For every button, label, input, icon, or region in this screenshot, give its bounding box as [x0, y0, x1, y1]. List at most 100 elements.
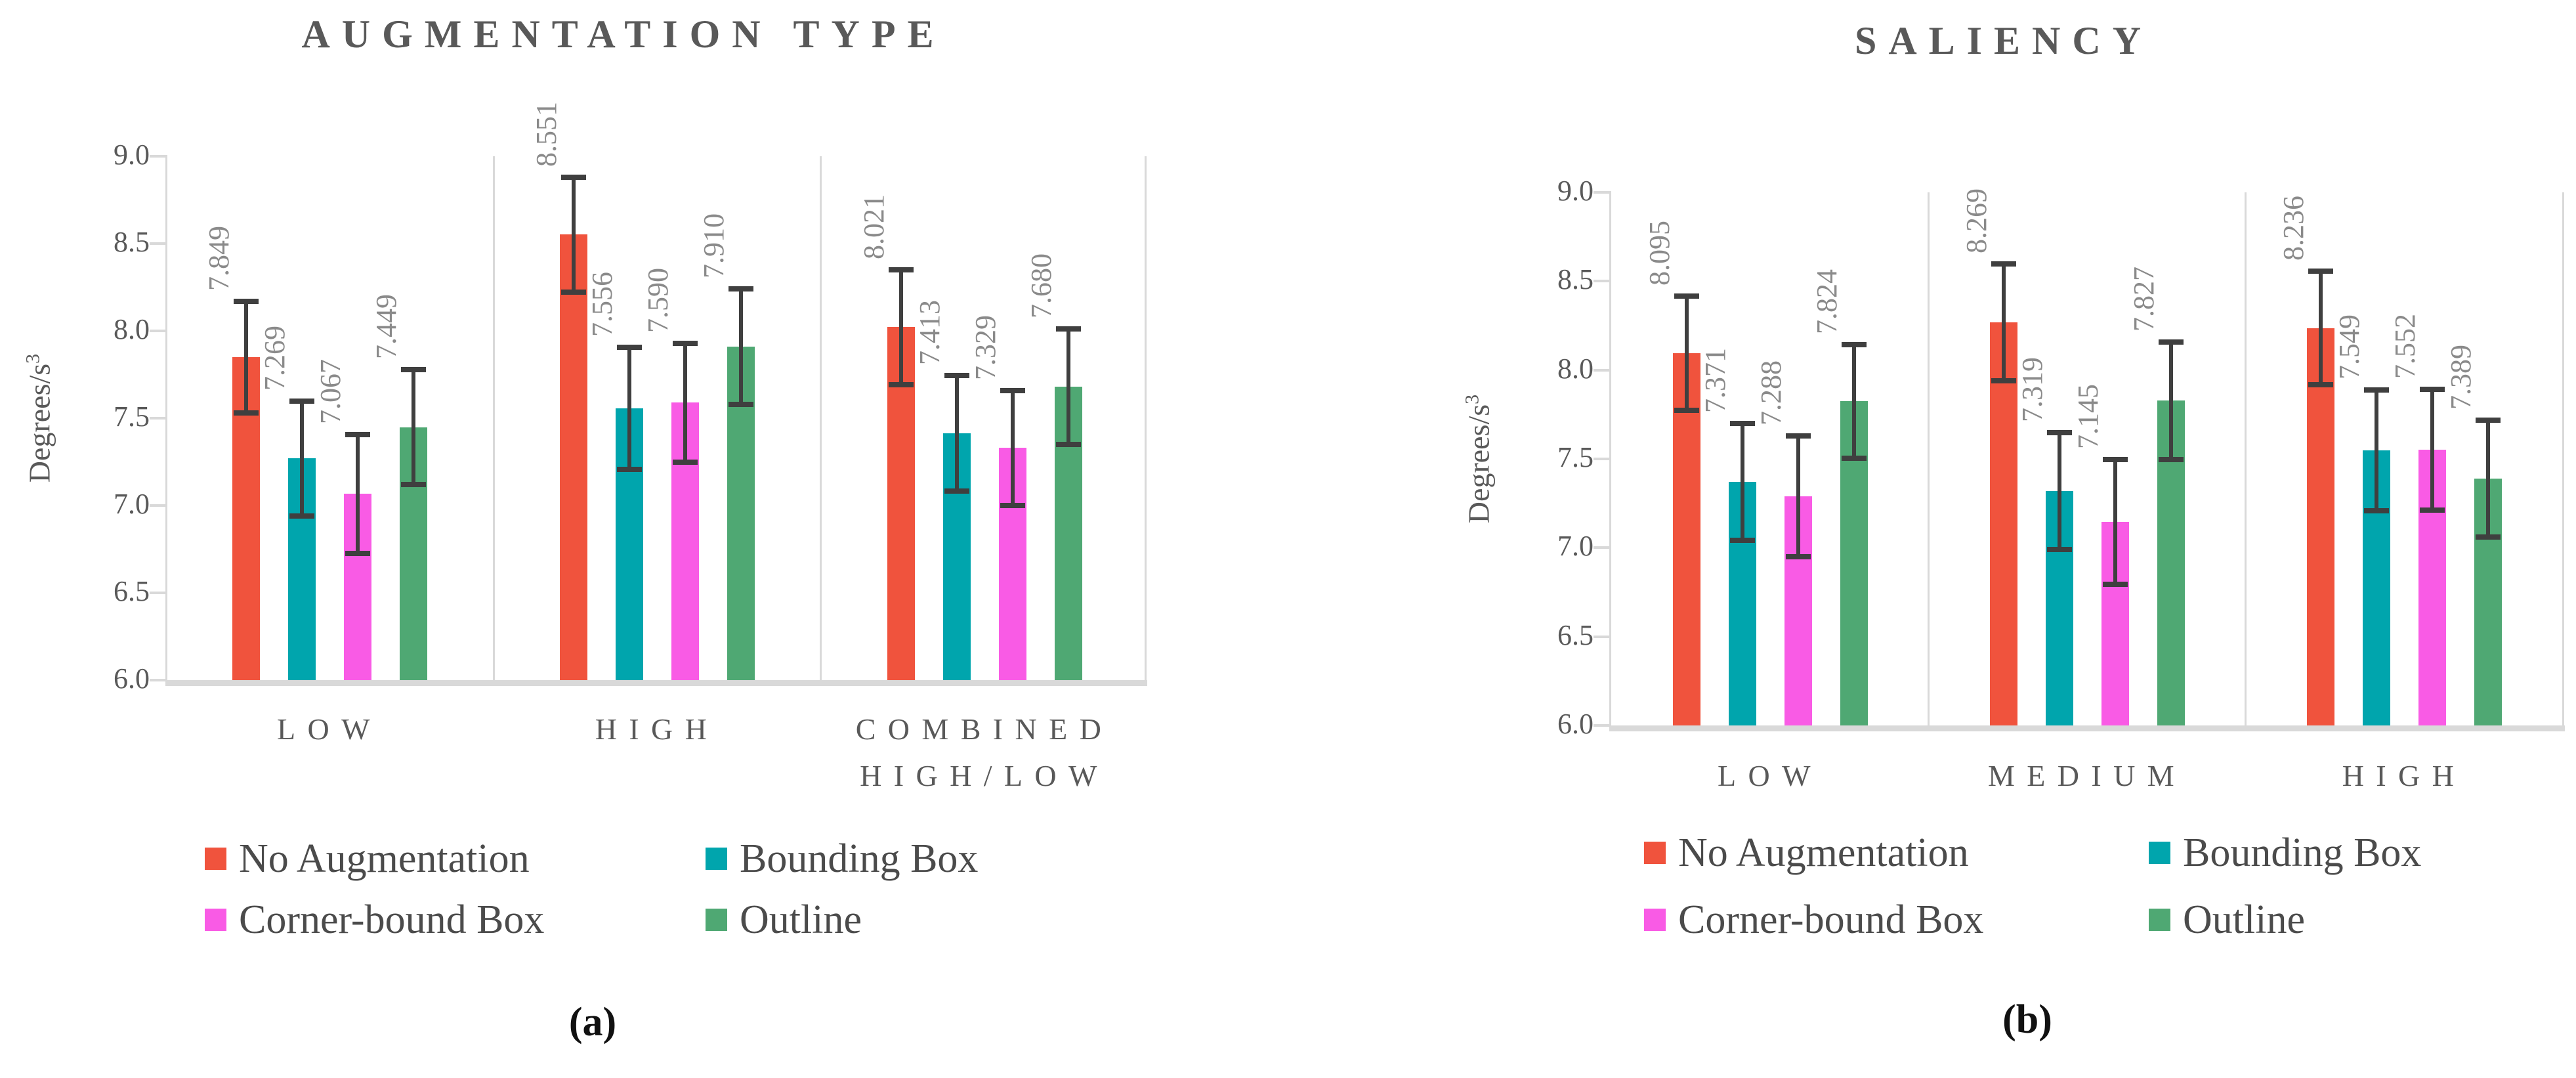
legend-swatch-b-no-augmentation: [1644, 842, 1666, 864]
x-axis-baseline-b: [1609, 725, 2565, 731]
error-bar-line-corner-bound-box-high: [2430, 389, 2434, 510]
error-bar-cap-top-outline-high: [2475, 417, 2501, 423]
error-bar-cap-bottom-no-augmentation-low: [1674, 407, 1699, 413]
y-tick-mark-b-8.5: [1594, 280, 1611, 283]
category-divider-b-2: [2245, 192, 2247, 725]
bar-no-augmentation-medium: [1989, 322, 2017, 725]
error-bar-line-no-augmentation-high: [571, 177, 576, 293]
error-bar-cap-bottom-corner-bound-box-low: [345, 550, 370, 556]
y-tick-label-a-7.5: 7.5: [114, 400, 150, 433]
y-tick-mark-a-6.5: [150, 592, 167, 594]
error-bar-line-bounding-box-combined-high-low: [954, 376, 959, 491]
y-tick-mark-a-8.5: [150, 242, 167, 245]
y-tick-mark-a-7.0: [150, 504, 167, 507]
error-bar-cap-bottom-no-augmentation-combined-high-low: [888, 382, 914, 388]
error-bar-line-corner-bound-box-low: [1796, 436, 1800, 557]
y-tick-label-b-9.0: 9.0: [1557, 175, 1594, 207]
error-bar-line-bounding-box-high: [627, 347, 631, 470]
y-tick-mark-a-6.0: [150, 679, 167, 681]
value-label-corner-bound-box-low: 7.067: [314, 358, 347, 424]
value-label-outline-medium: 7.827: [2127, 267, 2160, 332]
y-tick-mark-a-9.0: [150, 155, 167, 158]
value-label-no-augmentation-low: 8.095: [1643, 221, 1676, 286]
y-tick-label-a-6.0: 6.0: [114, 662, 150, 695]
category-divider-a-3: [1145, 156, 1147, 680]
legend-label-b-corner-bound-box: Corner-bound Box: [1678, 897, 1984, 942]
error-bar-line-outline-high: [738, 289, 743, 404]
y-tick-label-b-6.0: 6.0: [1557, 708, 1594, 740]
category-divider-b-1: [1928, 192, 1930, 725]
error-bar-cap-bottom-bounding-box-high: [2363, 507, 2389, 513]
error-bar-cap-top-bounding-box-medium: [2046, 429, 2072, 435]
y-tick-label-b-8.5: 8.5: [1557, 263, 1594, 296]
value-label-corner-bound-box-high: 7.552: [2388, 313, 2421, 379]
y-tick-label-b-7.0: 7.0: [1557, 530, 1594, 563]
error-bar-line-no-augmentation-low: [243, 301, 248, 414]
error-bar-cap-top-corner-bound-box-low: [345, 431, 370, 437]
y-tick-mark-b-8.0: [1594, 368, 1611, 372]
y-tick-label-a-7.0: 7.0: [114, 488, 150, 520]
error-bar-cap-bottom-corner-bound-box-high: [2419, 507, 2445, 513]
error-bar-cap-bottom-bounding-box-high: [616, 467, 642, 473]
caption-a: (a): [568, 1000, 617, 1045]
y-tick-label-a-6.5: 6.5: [114, 575, 150, 607]
y-tick-mark-b-6.5: [1594, 635, 1611, 638]
caption-b: (b): [2002, 997, 2052, 1042]
value-label-bounding-box-low: 7.371: [1699, 347, 1731, 413]
value-label-bounding-box-low: 7.269: [258, 325, 291, 391]
error-bar-line-bounding-box-high: [2374, 389, 2378, 511]
bar-no-augmentation-low: [1672, 353, 1700, 725]
y-tick-label-b-8.0: 8.0: [1557, 352, 1594, 385]
y-tick-mark-a-7.5: [150, 417, 167, 420]
x-category-label-a-high: HIGH: [595, 712, 719, 746]
y-tick-label-a-8.5: 8.5: [114, 226, 150, 258]
error-bar-cap-top-outline-combined-high-low: [1055, 326, 1081, 332]
error-bar-cap-top-no-augmentation-low: [1674, 293, 1699, 299]
value-label-corner-bound-box-medium: 7.145: [2071, 384, 2104, 450]
error-bar-cap-top-corner-bound-box-medium: [2102, 457, 2128, 463]
error-bar-cap-top-no-augmentation-high: [2308, 269, 2333, 274]
y-tick-mark-b-7.5: [1594, 458, 1611, 460]
legend-swatch-b-outline: [2149, 909, 2170, 931]
legend-swatch-a-outline: [706, 909, 727, 931]
error-bar-cap-bottom-outline-high: [728, 401, 753, 407]
error-bar-cap-bottom-bounding-box-combined-high-low: [944, 488, 969, 494]
error-bar-cap-top-corner-bound-box-combined-high-low: [1000, 387, 1025, 393]
error-bar-cap-bottom-bounding-box-medium: [2046, 547, 2072, 553]
legend-swatch-b-corner-bound-box: [1644, 909, 1666, 931]
error-bar-cap-top-bounding-box-high: [616, 345, 642, 350]
value-label-bounding-box-high: 7.549: [2333, 314, 2365, 379]
error-bar-cap-top-outline-medium: [2158, 339, 2184, 345]
error-bar-cap-top-corner-bound-box-high: [2419, 386, 2445, 392]
value-label-corner-bound-box-combined-high-low: 7.329: [969, 314, 1002, 380]
error-bar-cap-top-corner-bound-box-low: [1785, 433, 1811, 439]
y-tick-label-a-9.0: 9.0: [114, 139, 150, 171]
y-tick-label-a-8.0: 8.0: [114, 313, 150, 345]
value-label-outline-combined-high-low: 7.680: [1024, 253, 1057, 319]
error-bar-cap-bottom-corner-bound-box-combined-high-low: [1000, 503, 1025, 509]
error-bar-cap-top-bounding-box-high: [2363, 387, 2389, 393]
error-bar-line-outline-low: [1851, 344, 1856, 458]
value-label-outline-low: 7.824: [1810, 269, 1843, 334]
error-bar-line-bounding-box-low: [1740, 423, 1744, 541]
legend-label-a-bounding-box: Bounding Box: [740, 836, 979, 881]
y-tick-label-b-7.5: 7.5: [1557, 441, 1594, 473]
legend-label-a-corner-bound-box: Corner-bound Box: [239, 897, 545, 942]
y-tick-label-b-6.5: 6.5: [1557, 618, 1594, 651]
error-bar-cap-top-no-augmentation-medium: [1991, 261, 2016, 267]
legend-label-a-outline: Outline: [740, 897, 862, 942]
y-axis-unit-exponent: 3: [1461, 394, 1483, 404]
legend-swatch-b-bounding-box: [2149, 842, 2170, 864]
error-bar-line-outline-combined-high-low: [1066, 329, 1070, 444]
category-divider-a-2: [820, 156, 822, 680]
value-label-no-augmentation-combined-high-low: 8.021: [857, 194, 890, 259]
error-bar-cap-bottom-corner-bound-box-medium: [2102, 581, 2128, 587]
error-bar-line-outline-low: [411, 369, 415, 485]
error-bar-line-corner-bound-box-medium: [2113, 460, 2117, 584]
error-bar-cap-bottom-bounding-box-low: [289, 513, 314, 519]
y-tick-mark-b-7.0: [1594, 546, 1611, 550]
error-bar-line-corner-bound-box-low: [355, 434, 360, 553]
error-bar-cap-bottom-outline-combined-high-low: [1055, 441, 1081, 447]
value-label-corner-bound-box-low: 7.288: [1754, 360, 1787, 426]
